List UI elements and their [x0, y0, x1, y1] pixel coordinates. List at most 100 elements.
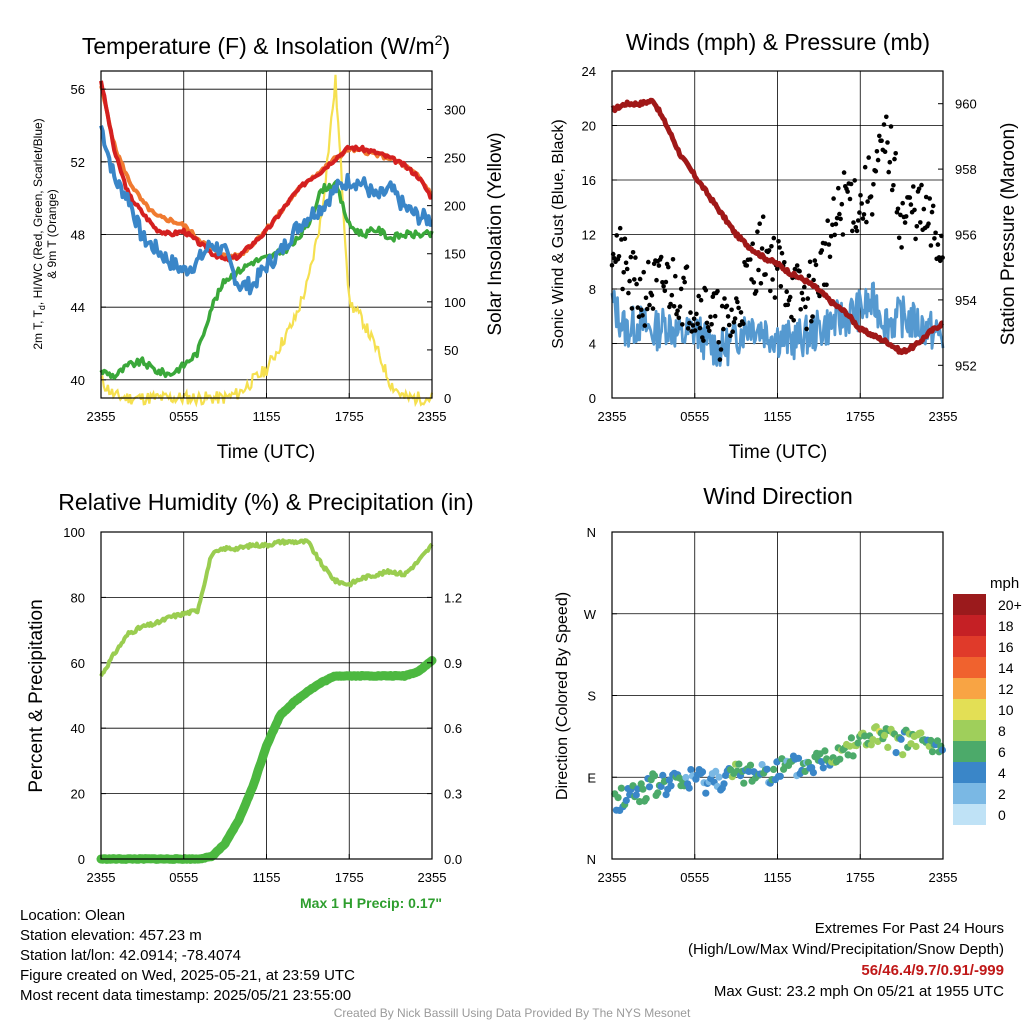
wind-gust-point	[744, 263, 750, 268]
wind-gust-point	[832, 232, 837, 238]
direction-point	[614, 794, 622, 802]
wind-gust-point	[640, 313, 645, 318]
wind-gust-point	[874, 149, 880, 154]
wind-gust-point	[899, 245, 904, 250]
wind-series	[609, 97, 945, 367]
wind-xtick-label: 2355	[598, 409, 627, 424]
wind-gust-point	[737, 322, 743, 328]
wind-gust-point	[919, 182, 924, 188]
wind-gust-point	[623, 260, 629, 266]
legend-swatch	[953, 657, 986, 678]
direction-point	[720, 780, 728, 788]
wind-gust-point	[819, 248, 825, 253]
temp-panel-title: Temperature (F) & Insolation (W/m2)	[82, 32, 450, 59]
wind-gust-point	[860, 216, 866, 221]
wind-gust-point	[848, 181, 854, 187]
wind-gust-point	[888, 124, 894, 129]
wind-y2tick-label: 954	[955, 293, 977, 308]
rh-xtick-label: 1155	[253, 870, 281, 885]
wind-gust-point	[729, 307, 734, 313]
wind-gust-point	[886, 169, 891, 175]
rh-grid	[101, 532, 432, 859]
wind-gust-point	[748, 257, 753, 262]
rh-y2tick-label: 0.9	[444, 656, 462, 671]
wind-gust-point	[647, 302, 652, 308]
dir-panel-title: Wind Direction	[703, 483, 853, 509]
credit-text: Created By Nick Bassill Using Data Provi…	[333, 1006, 691, 1020]
wind-gust-point	[794, 263, 800, 268]
wind-gust-point	[839, 201, 845, 207]
wind-gust-point	[701, 338, 706, 343]
wind-gust-point	[775, 266, 780, 272]
extremes-box: Extremes For Past 24 Hours (High/Low/Max…	[688, 918, 1004, 1002]
wind-gust-point	[620, 286, 625, 292]
wind-gust-point	[776, 239, 781, 244]
max-gust-text: Max Gust: 23.2 mph On 05/21 at 1955 UTC	[713, 983, 1004, 1000]
wind-gust-point	[826, 242, 832, 247]
direction-point	[897, 735, 905, 743]
wind-gust-point	[799, 290, 805, 296]
legend-label: 6	[998, 744, 1006, 760]
wind-gust-point	[785, 302, 791, 308]
extremes-values: 56/46.4/9.7/0.91/-999	[861, 962, 1004, 979]
wind-gust-point	[641, 269, 646, 275]
wind-gust-point	[857, 210, 862, 215]
wind-gust-point	[918, 220, 923, 225]
wind-gust-point	[644, 306, 650, 312]
pressure-line	[610, 97, 945, 356]
wind-gust-point	[892, 156, 897, 162]
wind-gust-point	[684, 264, 690, 270]
legend-label: 0	[998, 807, 1006, 823]
direction-point	[687, 766, 695, 774]
wind-gust-point	[933, 230, 938, 236]
temp-xlabel: Time (UTC)	[217, 442, 316, 463]
wind-gust-point	[825, 218, 830, 223]
temp-ytick-label: 52	[71, 155, 85, 170]
wind-gust-point	[834, 215, 840, 221]
wind-xlabel: Time (UTC)	[729, 442, 828, 463]
wind-gust-point	[865, 199, 870, 204]
wind-ytick-label: 12	[582, 228, 596, 243]
wind-gust-point	[717, 357, 723, 362]
legend-swatch	[953, 720, 986, 741]
wind-gust-point	[805, 296, 811, 301]
direction-point	[667, 782, 675, 790]
wind-gust-point	[879, 138, 884, 143]
rh-ylabel-left: Percent & Precipitation	[26, 599, 47, 792]
wind-gust-point	[787, 294, 793, 300]
wind-gust-point	[913, 236, 918, 242]
dir-xtick-label: 2355	[598, 870, 627, 885]
direction-point	[836, 755, 844, 763]
wind-y2tick-label: 952	[955, 358, 977, 373]
rh-ytick-label: 60	[71, 656, 85, 671]
wind-gust-point	[802, 284, 807, 290]
wind-gust-point	[833, 221, 839, 227]
wind-gust-point	[853, 225, 859, 230]
wind-gust-point	[824, 282, 829, 288]
wind-gust-point	[632, 277, 637, 282]
wind-gust-point	[916, 186, 922, 192]
wind-gust-point	[650, 306, 656, 311]
legend-label: 16	[998, 639, 1014, 655]
wind-gust-point	[896, 235, 902, 241]
wind-gust-point	[730, 329, 735, 335]
wind-gust-point	[894, 210, 900, 215]
wind-gust-point	[753, 289, 759, 294]
direction-point	[642, 795, 650, 803]
wind-gust-point	[837, 211, 842, 217]
wind-gust-point	[771, 235, 777, 241]
dir-xtick-label: 1155	[764, 870, 792, 885]
dir-xtick-label: 1755	[846, 870, 875, 885]
direction-point	[933, 737, 942, 745]
direction-point	[712, 767, 720, 776]
wind-gust-point	[852, 178, 857, 183]
wind-gust-point	[891, 183, 896, 188]
wind-gust-point	[680, 322, 685, 327]
wind-gust-point	[709, 322, 714, 327]
legend-label: 14	[998, 660, 1014, 676]
wind-gust-point	[831, 196, 836, 201]
wind-gust-point	[855, 218, 861, 223]
rh-y2tick-label: 0.3	[444, 787, 462, 802]
direction-point	[698, 768, 707, 776]
